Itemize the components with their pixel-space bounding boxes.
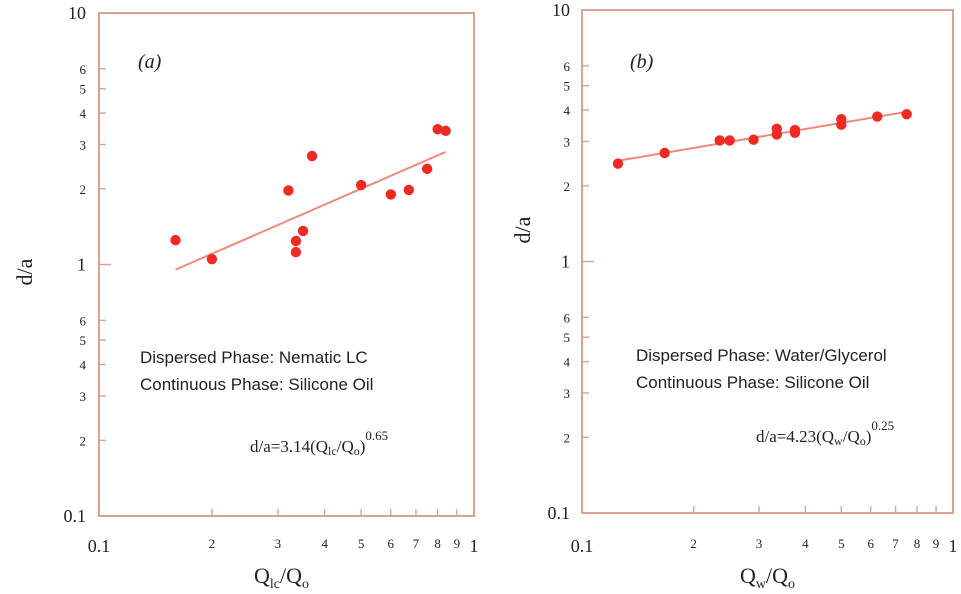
chart-a-y-tick-label: 3	[80, 138, 87, 153]
chart-a-fit	[175, 150, 447, 271]
chart-a-data-point	[290, 235, 302, 247]
chart-a-y-tick-label: 5	[80, 82, 87, 97]
chart-b-x-tick-label: 3	[756, 536, 763, 551]
chart-b-y-tick-label: 6	[564, 59, 571, 74]
chart-b-x-label: Qw/Qo	[740, 563, 795, 592]
chart-b-x-tick-label: 7	[892, 536, 899, 551]
chart-b-y-tick-label: 2	[564, 430, 571, 445]
chart-a-fit-line	[175, 150, 447, 271]
chart-a-x-tick-label: 6	[388, 536, 395, 551]
chart-a-data-point	[355, 179, 367, 191]
chart-b-data-point	[748, 134, 759, 145]
chart-b-data-point	[659, 147, 670, 159]
chart-a-y-tick-label: 4	[80, 358, 87, 373]
chart-a-x-tick-label: 2	[209, 536, 216, 551]
chart-b-equation: d/a=4.23(Qw/Qo)0.25	[756, 418, 894, 448]
chart-a-data-point	[290, 246, 302, 258]
chart-a-data-point	[421, 163, 433, 175]
chart-b-y-tick-label: 1	[561, 252, 570, 272]
chart-b: 0.1 1 2 3 4 5 6 7 8 9 0.1 1 10 2 3 4 5 6 2 3 4 5 6 (b) Dispers…	[510, 0, 958, 592]
chart-a-data-point	[297, 225, 309, 237]
chart-a-points	[170, 124, 451, 265]
chart-a-x-tick-label: 3	[275, 536, 282, 551]
chart-b-y-tick-label: 6	[564, 310, 571, 325]
chart-b-note-2: Continuous Phase: Silicone Oil	[636, 373, 869, 392]
chart-a-y-tick-label: 5	[80, 333, 87, 348]
chart-a-data-point	[306, 150, 318, 162]
chart-b-y-tick-label: 10	[552, 0, 570, 20]
chart-a: 0.1 1 2 3 4 5 6 7 8 9 0.1 1 10 2 3 4 5 6 2 3 4 5 6 (a) Dispers…	[12, 3, 479, 592]
chart-b-data-point	[724, 135, 735, 146]
chart-a-ticks: 0.1 1 2 3 4 5 6 7 8 9 0.1 1 10 2 3 4 5 6 2 3 4 5 6	[64, 3, 479, 556]
chart-a-data-point	[283, 185, 294, 196]
chart-b-y-tick-label: 2	[564, 179, 571, 194]
chart-a-y-tick-label: 2	[80, 182, 87, 197]
chart-b-data-point	[771, 123, 782, 135]
chart-b-y-tick-label: 5	[564, 79, 571, 94]
chart-b-frame	[581, 9, 954, 514]
chart-a-x-tick-label: 9	[454, 536, 461, 551]
chart-b-x-tick-label: 6	[867, 536, 874, 551]
chart-a-equation: d/a=3.14(Qlc/Qo)0.65	[250, 428, 388, 458]
chart-a-y-tick-label: 6	[80, 313, 87, 328]
chart-a-note-1: Dispersed Phase: Nematic LC	[140, 348, 368, 367]
chart-b-panel-label: (b)	[630, 51, 654, 73]
chart-b-x-tick-label: 5	[838, 536, 845, 551]
chart-a-y-tick-label: 3	[80, 389, 87, 404]
chart-a-panel-label: (a)	[138, 51, 162, 73]
chart-b-data-point	[612, 158, 624, 169]
chart-a-y-tick-label: 1	[77, 255, 86, 275]
chart-b-y-tick-label: 5	[564, 330, 571, 345]
chart-b-y-label: d/a	[510, 216, 535, 243]
chart-a-data-point	[403, 184, 414, 196]
chart-b-data-point	[872, 111, 883, 122]
chart-b-note-1: Dispersed Phase: Water/Glycerol	[636, 346, 887, 365]
chart-b-points	[612, 109, 912, 169]
chart-b-y-tick-label: 3	[564, 135, 571, 150]
chart-a-y-tick-label: 4	[80, 106, 87, 121]
chart-b-y-tick-label: 3	[564, 386, 571, 401]
chart-b-ticks: 0.1 1 2 3 4 5 6 7 8 9 0.1 1 10 2 3 4 5 6 2 3 4 5 6	[548, 0, 958, 556]
chart-b-y-tick-label: 0.1	[548, 503, 571, 523]
chart-a-x-tick-label: 1	[470, 536, 479, 556]
chart-a-y-tick-label: 6	[80, 62, 87, 77]
chart-a-frame	[98, 12, 475, 517]
chart-a-x-tick-label: 5	[358, 536, 365, 551]
chart-a-data-point	[206, 253, 218, 265]
chart-b-data-point	[836, 113, 847, 125]
chart-b-x-tick-label: 1	[949, 536, 958, 556]
chart-b-data-point	[714, 135, 725, 146]
chart-a-data-point	[432, 124, 443, 135]
chart-a-x-tick-label: 4	[322, 536, 329, 551]
chart-b-x-tick-label: 8	[914, 536, 921, 551]
chart-b-x-tick-label: 4	[802, 536, 809, 551]
chart-b-x-tick-label: 2	[690, 536, 697, 551]
chart-a-x-label: Qlc/Qo	[254, 563, 309, 592]
chart-b-x-tick-label: 0.1	[571, 536, 594, 556]
chart-a-data-point	[170, 234, 181, 246]
chart-b-x-tick-label: 9	[933, 536, 940, 551]
chart-a-x-tick-label: 8	[434, 536, 441, 551]
chart-a-data-point	[385, 189, 397, 200]
chart-b-y-tick-label: 4	[564, 355, 571, 370]
chart-b-y-tick-label: 4	[564, 103, 571, 118]
chart-b-data-point	[789, 124, 801, 136]
chart-a-data-point	[440, 125, 451, 137]
chart-a-note-2: Continuous Phase: Silicone Oil	[140, 375, 373, 394]
chart-a-y-tick-label: 10	[68, 3, 86, 23]
chart-a-x-tick-label: 0.1	[88, 536, 111, 556]
chart-a-x-tick-label: 7	[413, 536, 420, 551]
chart-b-data-point	[901, 109, 912, 120]
chart-a-y-tick-label: 0.1	[64, 506, 87, 526]
chart-a-y-tick-label: 2	[80, 433, 87, 448]
chart-a-y-label: d/a	[12, 258, 37, 285]
